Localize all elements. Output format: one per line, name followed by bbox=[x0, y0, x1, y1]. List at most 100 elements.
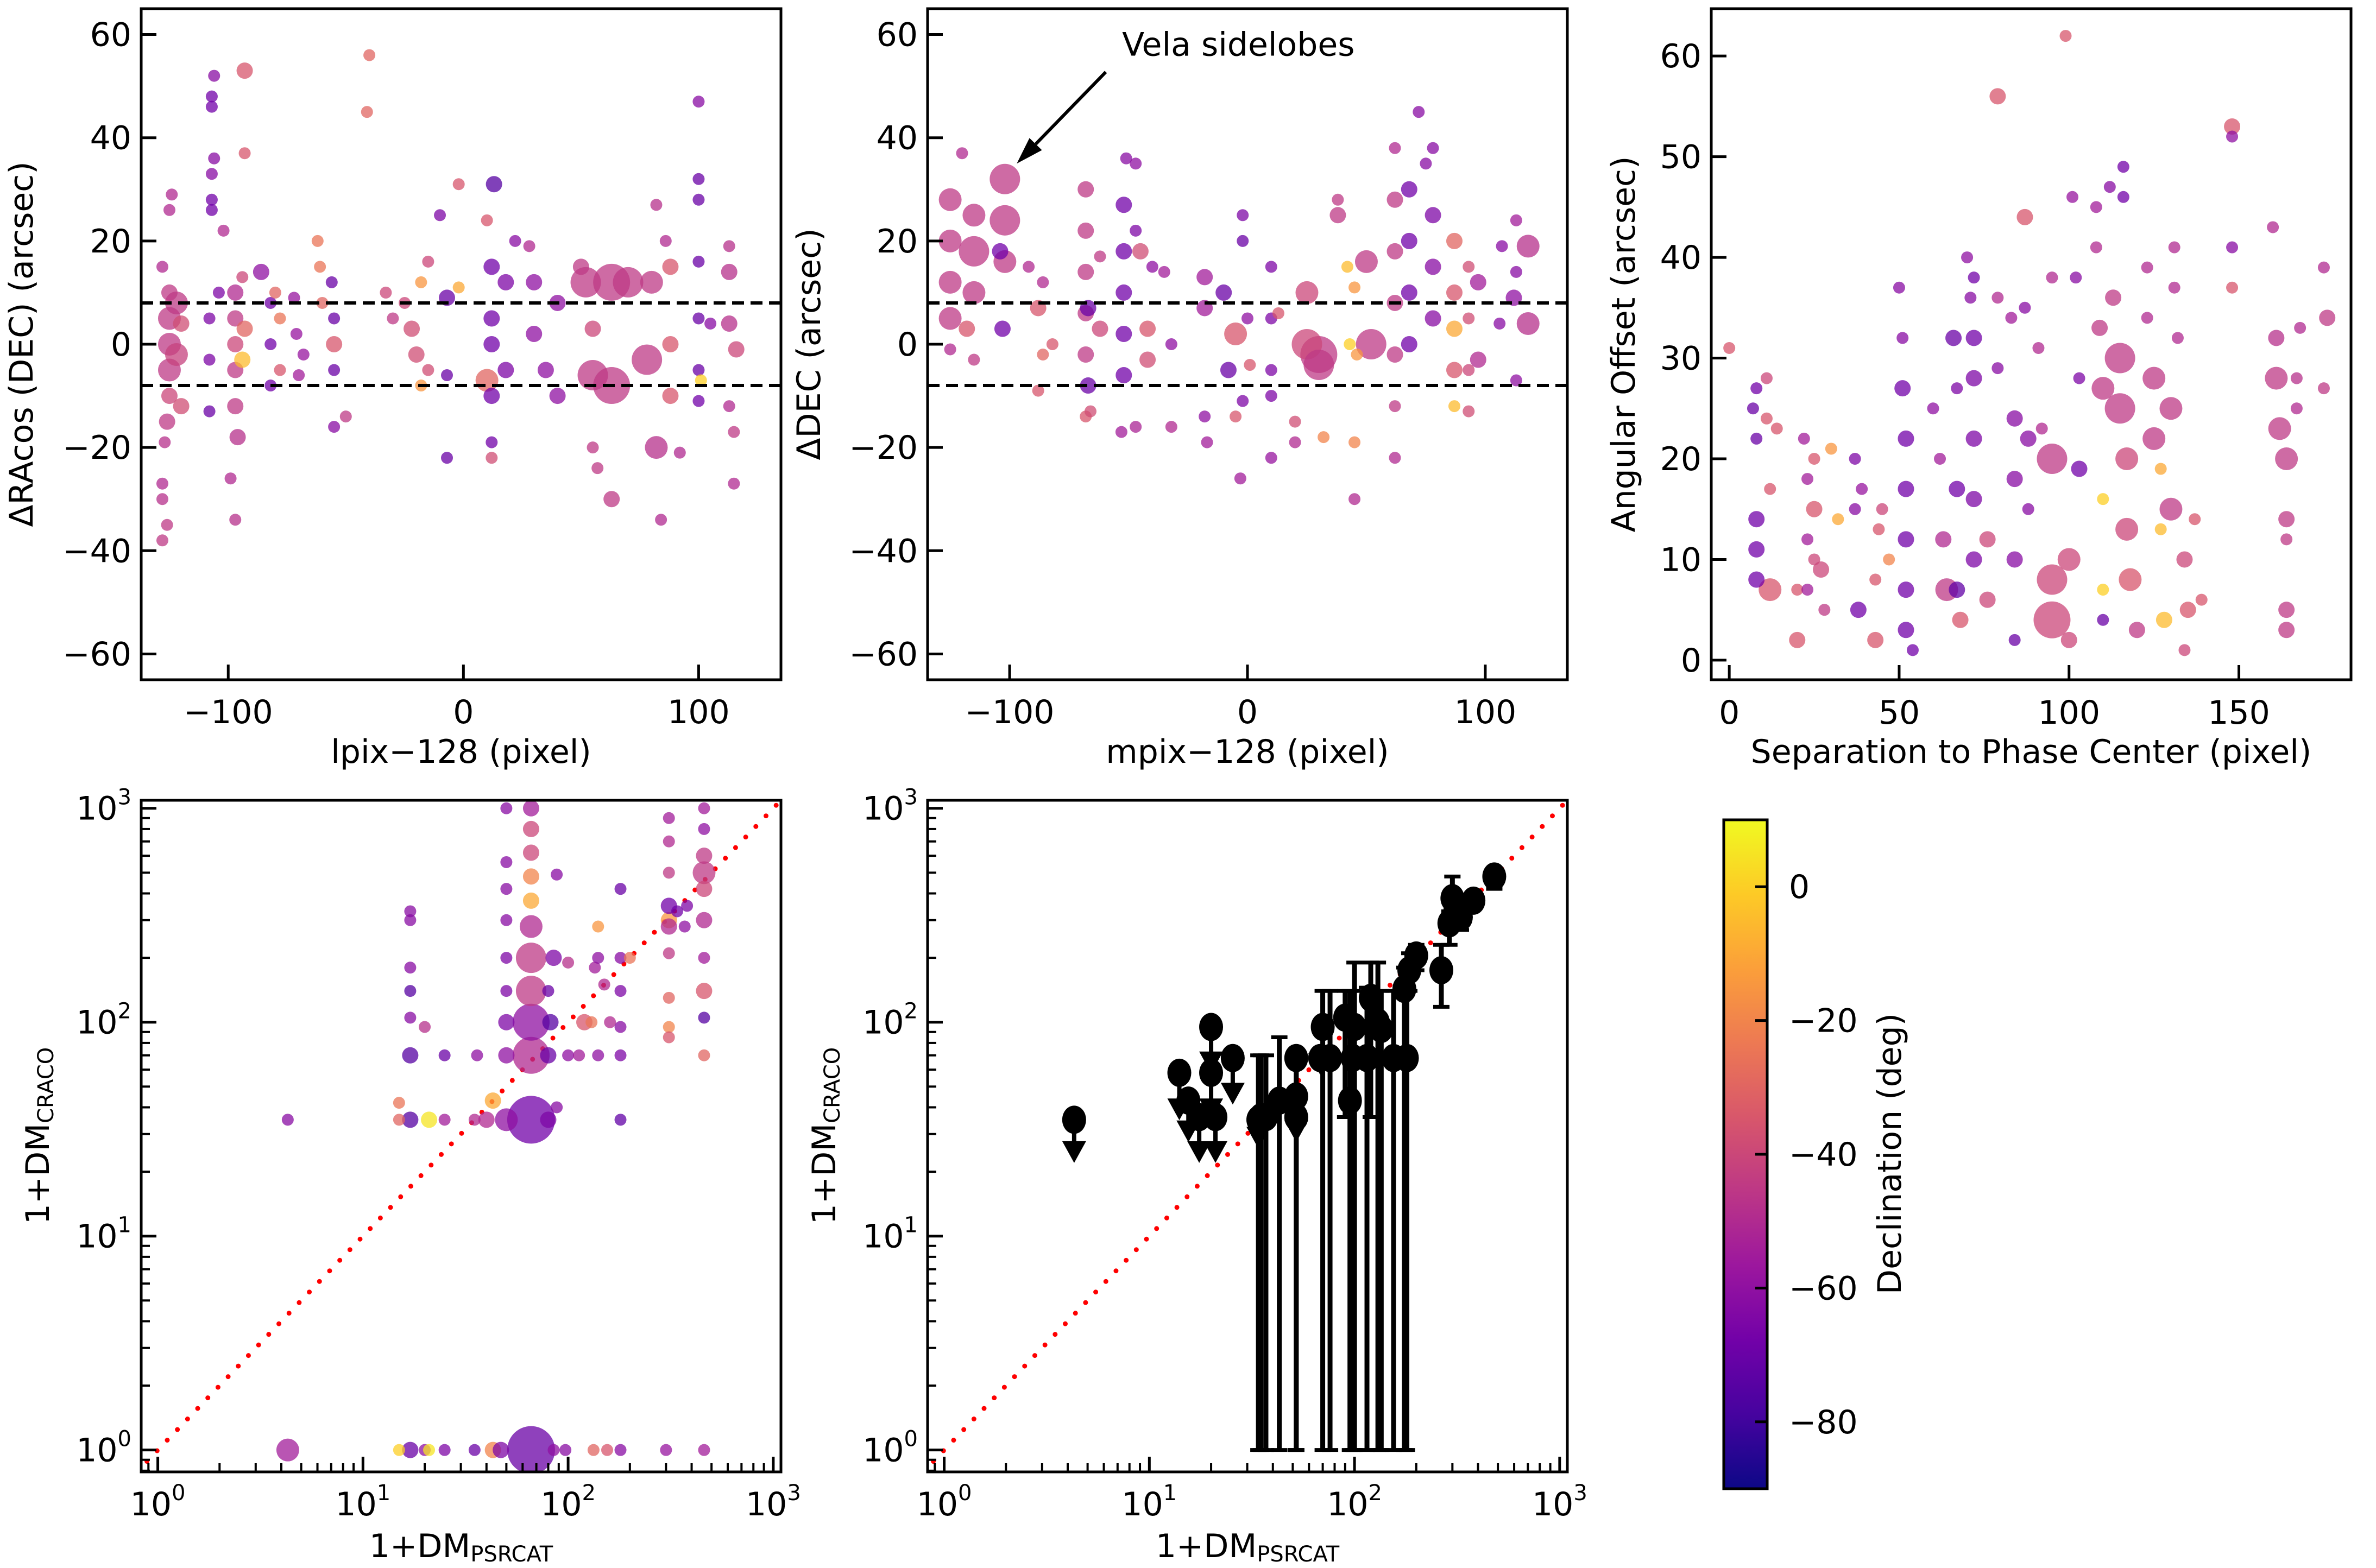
data-point bbox=[515, 976, 546, 1007]
panel-dm-comparison-colored: 100 101 102 103 100 101 102 103 1+DMPSRCAT 1+DM… bbox=[19, 785, 801, 1567]
data-point bbox=[692, 312, 705, 325]
data-point bbox=[161, 519, 173, 531]
data-point bbox=[587, 1444, 600, 1456]
data-point bbox=[1356, 329, 1386, 359]
data-point bbox=[1237, 235, 1249, 247]
data-point bbox=[217, 224, 230, 237]
data-point bbox=[1130, 157, 1142, 170]
arrow-head-icon bbox=[1017, 138, 1042, 164]
data-point bbox=[159, 436, 171, 448]
data-point bbox=[2268, 417, 2291, 440]
data-point bbox=[1898, 531, 1914, 548]
data-point bbox=[173, 315, 190, 332]
data-point bbox=[655, 514, 667, 526]
data-point bbox=[205, 100, 218, 113]
data-point bbox=[468, 1114, 481, 1126]
data-point bbox=[1470, 351, 1486, 368]
data-point bbox=[614, 952, 627, 964]
data-point bbox=[2280, 533, 2293, 546]
data-point bbox=[1894, 380, 1911, 397]
y-tick-label: 100 bbox=[76, 1427, 131, 1470]
data-point bbox=[1989, 88, 2006, 105]
data-point bbox=[500, 856, 513, 868]
data-point bbox=[276, 1438, 299, 1462]
data-point bbox=[2090, 201, 2102, 213]
data-point bbox=[2168, 281, 2180, 294]
data-point bbox=[1935, 531, 1952, 548]
data-point bbox=[572, 258, 589, 275]
data-point bbox=[1748, 571, 1765, 588]
data-point bbox=[2066, 191, 2079, 203]
data-point bbox=[236, 320, 253, 337]
data-point bbox=[434, 209, 446, 222]
data-point bbox=[234, 351, 251, 368]
data-point bbox=[663, 1031, 675, 1044]
y-tick-label: 60 bbox=[1660, 37, 1701, 75]
data-point bbox=[592, 920, 604, 933]
x-axis-label: lpix−128 (pixel) bbox=[331, 733, 591, 771]
data-point bbox=[1338, 1086, 1362, 1115]
data-point bbox=[698, 802, 710, 814]
data-point bbox=[274, 312, 286, 325]
data-point bbox=[1964, 292, 1977, 304]
y-tick-label: 0 bbox=[1681, 642, 1701, 680]
data-point bbox=[2006, 410, 2023, 427]
y-tick-label: 101 bbox=[862, 1213, 918, 1256]
data-point bbox=[2275, 447, 2298, 470]
data-point bbox=[438, 1114, 451, 1126]
data-point bbox=[404, 985, 417, 997]
y-tick-label: 103 bbox=[862, 785, 918, 828]
y-tick-label: 20 bbox=[1660, 440, 1701, 478]
data-point bbox=[229, 514, 242, 526]
data-point bbox=[224, 472, 237, 485]
panel-offset-ra-vs-lpix: −100 0 100 −60 −40 −20 0 20 40 60 lpix−128 (pixel… bbox=[3, 7, 783, 771]
data-point bbox=[1482, 862, 1507, 891]
data-point bbox=[650, 199, 663, 211]
data-point bbox=[2105, 289, 2122, 306]
x-tick-label: 100 bbox=[917, 1481, 972, 1523]
x-axis-label: Separation to Phase Center (pixel) bbox=[1751, 733, 2312, 771]
data-point bbox=[236, 271, 249, 283]
data-point bbox=[1748, 511, 1765, 528]
data-point bbox=[404, 1011, 417, 1024]
data-point bbox=[660, 1444, 672, 1456]
data-point bbox=[415, 276, 427, 288]
x-axis-label: mpix−128 (pixel) bbox=[1106, 733, 1389, 771]
data-point bbox=[1369, 1015, 1394, 1044]
data-point bbox=[1077, 263, 1094, 280]
y-axis-label: Angular Offset (arcsec) bbox=[1605, 156, 1643, 533]
data-point bbox=[522, 892, 539, 909]
data-point bbox=[2224, 118, 2241, 135]
data-point bbox=[1165, 421, 1177, 433]
data-point bbox=[1961, 251, 1974, 264]
data-point bbox=[161, 388, 178, 404]
annotation-vela-sidelobes: Vela sidelobes bbox=[1017, 26, 1355, 164]
data-point bbox=[551, 868, 563, 881]
data-point bbox=[1413, 106, 1425, 118]
data-point bbox=[1224, 322, 1247, 345]
data-point bbox=[678, 920, 691, 933]
data-point bbox=[696, 983, 713, 1000]
colorbar-tick-label: −20 bbox=[1789, 1002, 1858, 1040]
x-tick-label: −100 bbox=[965, 693, 1055, 731]
data-point bbox=[1425, 310, 1441, 327]
data-point bbox=[1965, 551, 1982, 568]
data-point bbox=[1446, 362, 1463, 378]
data-point bbox=[2032, 342, 2045, 354]
data-point bbox=[2317, 261, 2330, 274]
data-point bbox=[2294, 321, 2306, 334]
data-point bbox=[681, 900, 694, 912]
data-point bbox=[1115, 426, 1127, 438]
data-point bbox=[2016, 208, 2033, 225]
data-point bbox=[692, 96, 705, 108]
data-point bbox=[938, 229, 962, 252]
data-point bbox=[2178, 644, 2191, 656]
data-point bbox=[2117, 161, 2129, 173]
data-point bbox=[1167, 1058, 1192, 1087]
data-point bbox=[1425, 258, 1441, 275]
data-point bbox=[484, 1092, 501, 1109]
data-point bbox=[2176, 551, 2193, 568]
data-point bbox=[1493, 317, 1506, 330]
data-point bbox=[438, 1444, 451, 1456]
upper-limit-arrow-icon bbox=[1203, 1141, 1228, 1163]
